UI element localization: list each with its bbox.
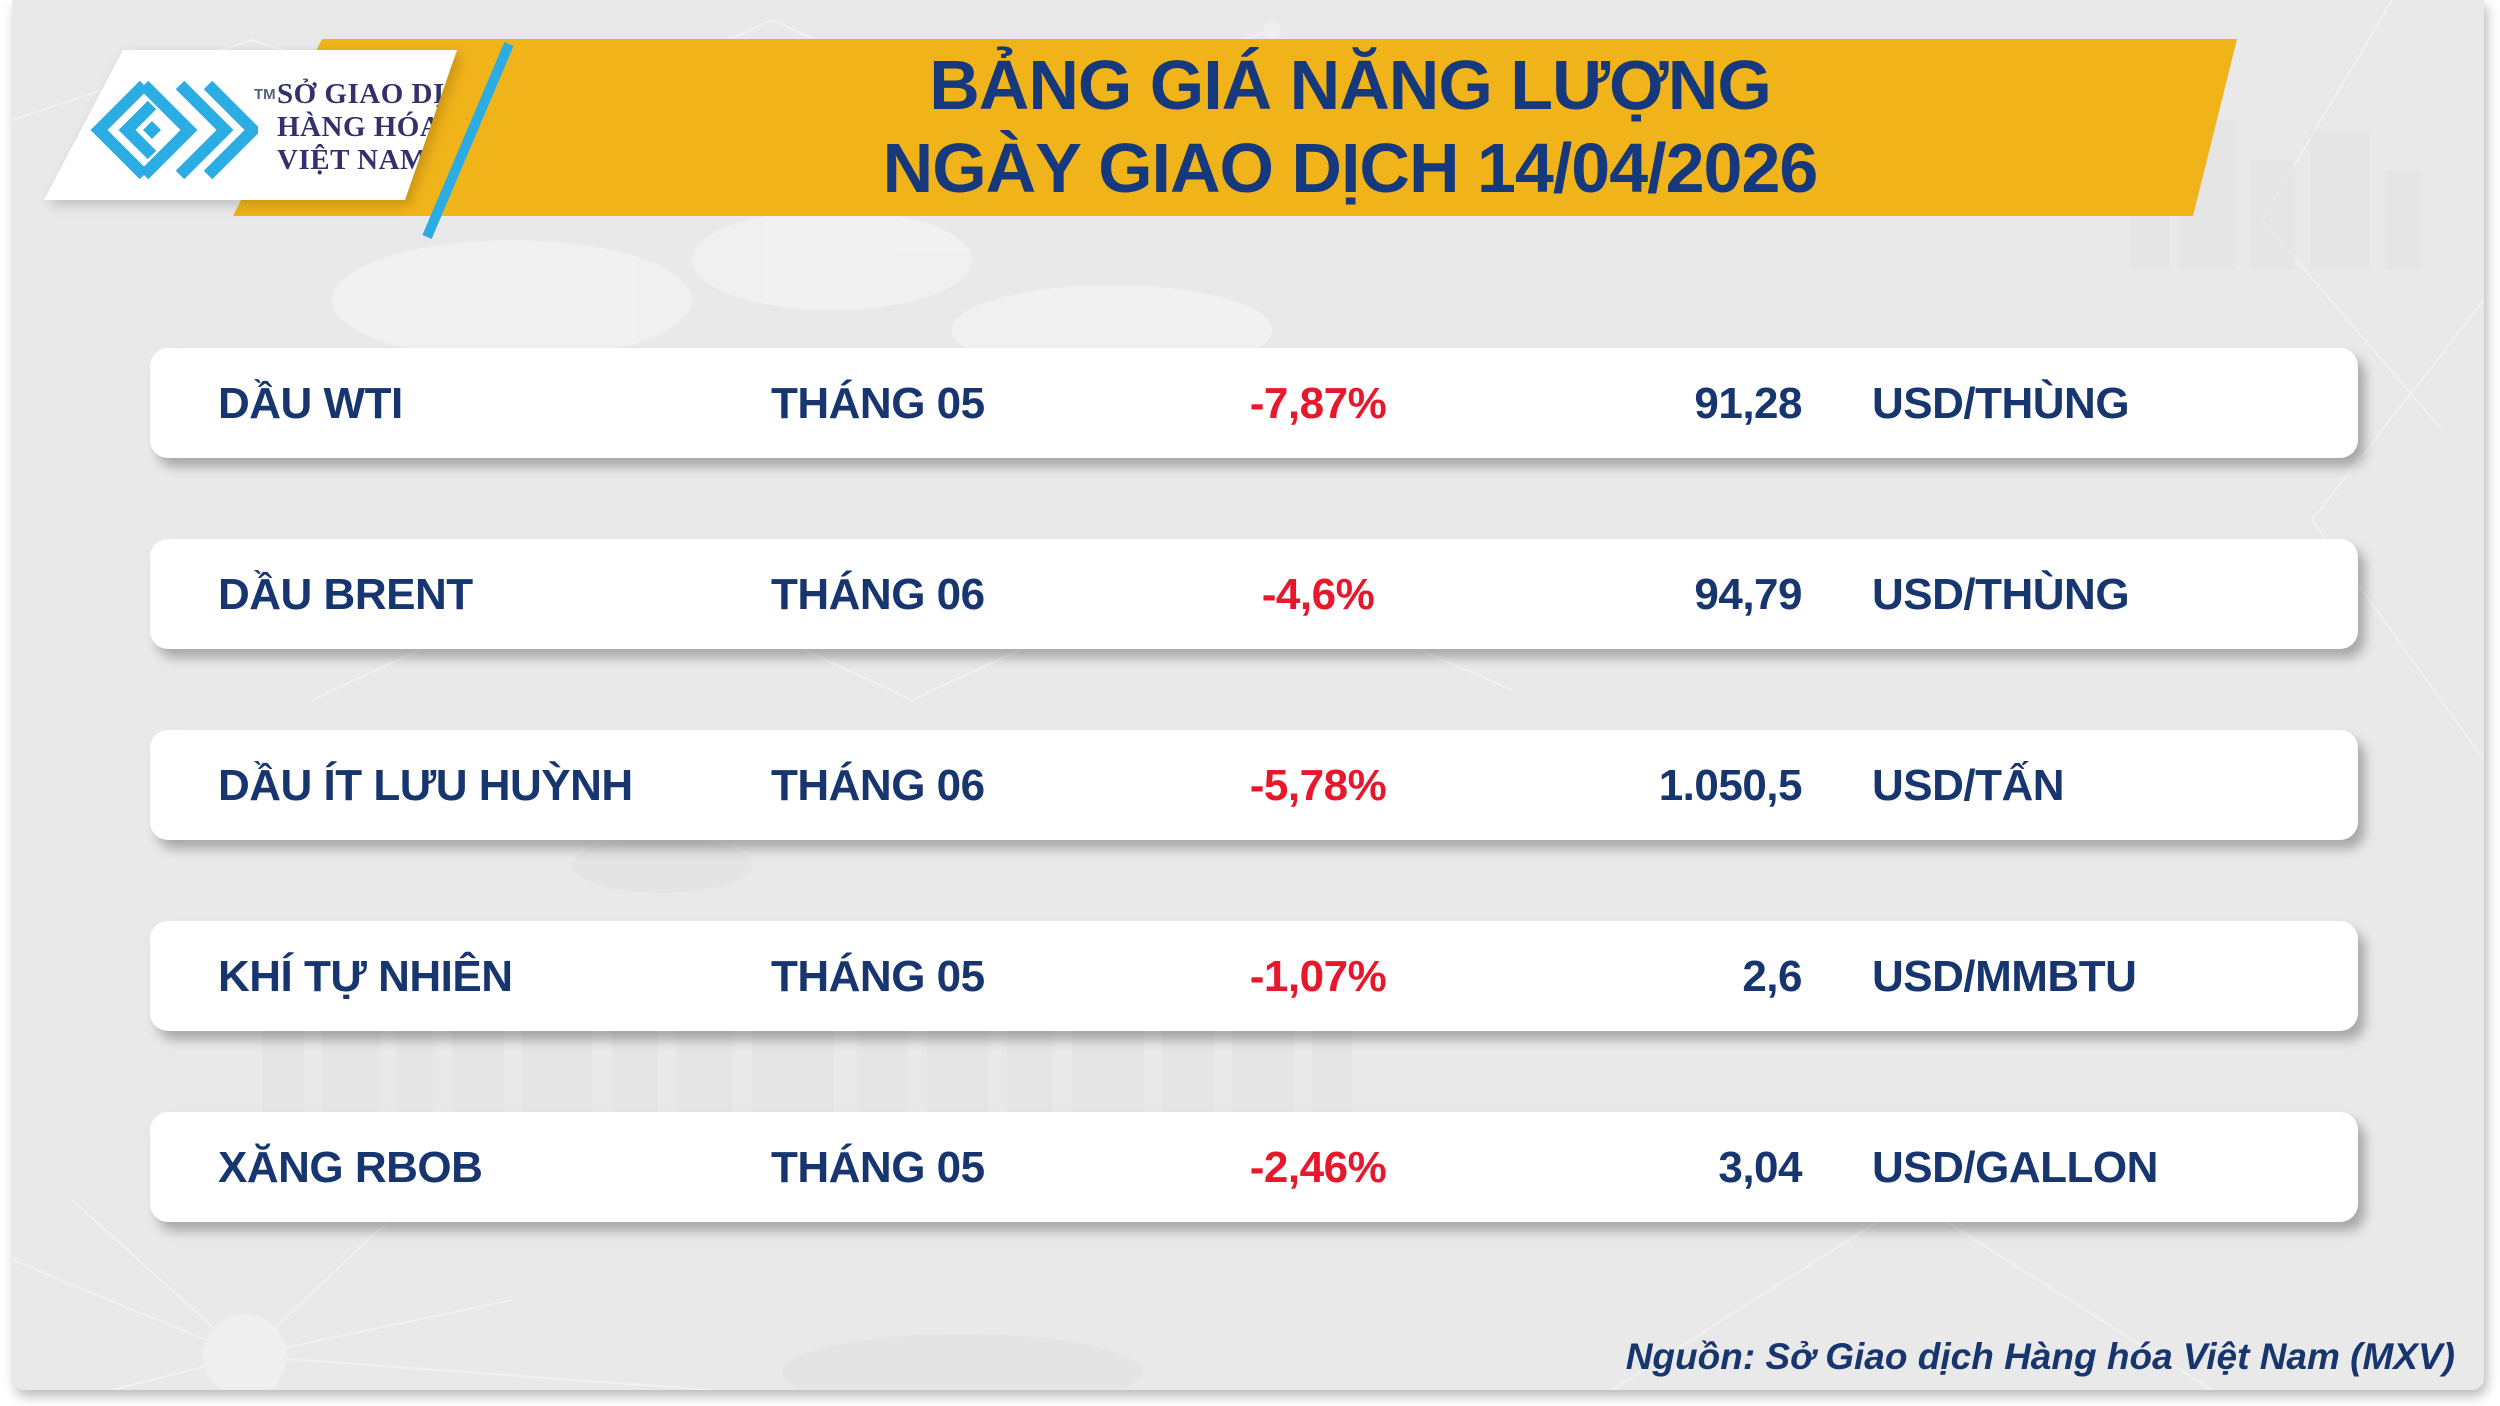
price-unit: USD/THÙNG xyxy=(1872,570,2130,619)
mxv-logo-icon xyxy=(90,80,258,180)
contract-month: THÁNG 05 xyxy=(771,952,985,1001)
logo-block: TM SỞ GIAO DỊCH HÀNG HÓA VIỆT NAM xyxy=(44,50,457,200)
org-line-1: SỞ GIAO DỊCH xyxy=(277,78,490,110)
title-line-1: BẢNG GIÁ NĂNG LƯỢNG xyxy=(929,46,1772,124)
price-row: DẦU ÍT LƯU HUỲNH THÁNG 06 -5,78% 1.050,5… xyxy=(150,730,2358,840)
price-value: 3,04 xyxy=(1718,1143,1802,1192)
change-percent: -7,87% xyxy=(1249,379,1387,428)
change-percent: -5,78% xyxy=(1249,761,1387,810)
price-row: XĂNG RBOB THÁNG 05 -2,46% 3,04 USD/GALLO… xyxy=(150,1112,2358,1222)
change-percent: -1,07% xyxy=(1249,952,1387,1001)
commodity-name: XĂNG RBOB xyxy=(218,1143,483,1192)
commodity-name: DẦU WTI xyxy=(218,379,403,428)
organization-name: SỞ GIAO DỊCH HÀNG HÓA VIỆT NAM xyxy=(277,78,457,177)
commodity-name: KHÍ TỰ NHIÊN xyxy=(218,952,513,1001)
commodity-name: DẦU ÍT LƯU HUỲNH xyxy=(218,761,633,810)
contract-month: THÁNG 05 xyxy=(771,379,985,428)
price-unit: USD/THÙNG xyxy=(1872,379,2130,428)
contract-month: THÁNG 06 xyxy=(771,761,985,810)
org-line-2: HÀNG HÓA xyxy=(277,111,442,143)
price-row: DẦU BRENT THÁNG 06 -4,6% 94,79 USD/THÙNG xyxy=(150,539,2358,649)
title-line-2: NGÀY GIAO DỊCH 14/04/2026 xyxy=(882,129,1819,207)
contract-month: THÁNG 05 xyxy=(771,1143,985,1192)
contract-month: THÁNG 06 xyxy=(771,570,985,619)
price-row: KHÍ TỰ NHIÊN THÁNG 05 -1,07% 2,6 USD/MMB… xyxy=(150,921,2358,1031)
price-row: DẦU WTI THÁNG 05 -7,87% 91,28 USD/THÙNG xyxy=(150,348,2358,458)
org-line-3: VIỆT NAM xyxy=(277,144,428,176)
price-value: 2,6 xyxy=(1742,952,1802,1001)
source-note: Nguồn: Sở Giao dịch Hàng hóa Việt Nam (M… xyxy=(1625,1336,2455,1377)
price-value: 94,79 xyxy=(1694,570,1802,619)
change-percent: -2,46% xyxy=(1249,1143,1387,1192)
page-title: BẢNG GIÁ NĂNG LƯỢNG NGÀY GIAO DỊCH 14/04… xyxy=(460,44,2237,210)
logo-plate: TM SỞ GIAO DỊCH HÀNG HÓA VIỆT NAM xyxy=(44,50,457,200)
title-banner: BẢNG GIÁ NĂNG LƯỢNG NGÀY GIAO DỊCH 14/04… xyxy=(233,39,2237,216)
price-value: 1.050,5 xyxy=(1658,761,1803,810)
trademark-label: TM xyxy=(254,86,276,103)
price-unit: USD/MMBTU xyxy=(1872,952,2137,1001)
price-value: 91,28 xyxy=(1694,379,1802,428)
price-unit: USD/TẤN xyxy=(1872,761,2065,810)
commodity-name: DẦU BRENT xyxy=(218,570,473,619)
price-unit: USD/GALLON xyxy=(1872,1143,2158,1192)
change-percent: -4,6% xyxy=(1261,570,1375,619)
